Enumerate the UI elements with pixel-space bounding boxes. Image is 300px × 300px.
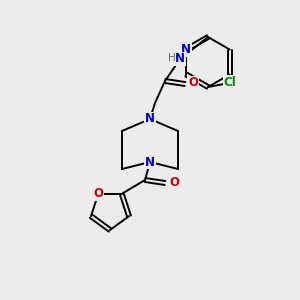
- Text: H: H: [168, 53, 176, 63]
- Text: N: N: [181, 43, 191, 56]
- Text: N: N: [145, 155, 155, 169]
- Text: O: O: [93, 187, 103, 200]
- Text: O: O: [188, 76, 198, 89]
- Text: O: O: [169, 176, 179, 188]
- Text: Cl: Cl: [224, 76, 236, 88]
- Text: N: N: [175, 52, 185, 65]
- Text: N: N: [145, 112, 155, 125]
